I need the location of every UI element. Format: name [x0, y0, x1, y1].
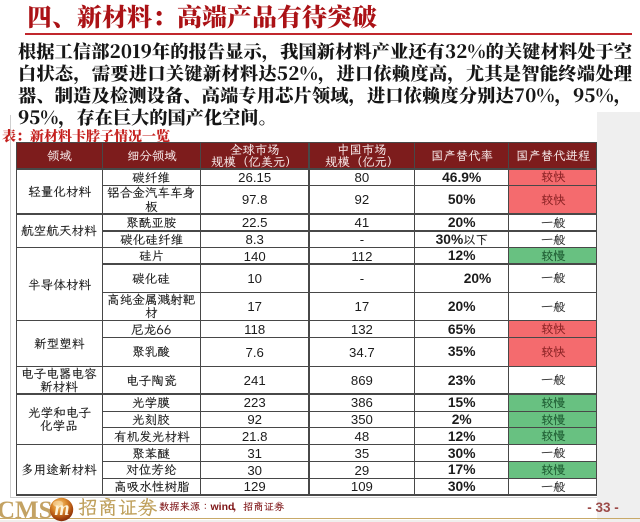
- svg-text:m: m: [54, 499, 69, 520]
